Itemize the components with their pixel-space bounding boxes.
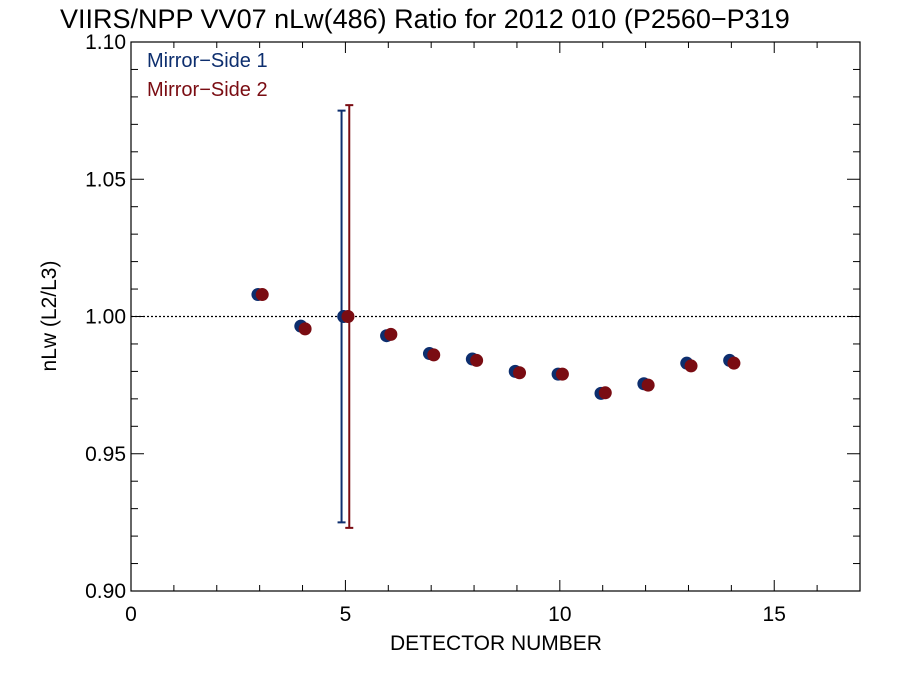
x-tick-label: 0 [125,603,137,626]
data-point [384,327,398,341]
legend-entry-mirror-side-2: Mirror−Side 2 [147,79,268,101]
data-point [641,378,655,392]
y-axis-label: nLw (L2/L3) [38,261,61,372]
data-point [427,348,441,362]
y-tick-label: 0.95 [85,443,126,466]
axis-tick-labels: 0 5 10 15 0.90 0.95 1.00 1.05 1.10 [85,31,786,626]
data-point [255,288,269,302]
x-tick-label: 10 [548,603,571,626]
chart-title: VIIRS/NPP VV07 nLw(486) Ratio for 2012 0… [60,4,790,34]
data-point [727,356,741,370]
x-tick-label: 15 [763,603,786,626]
data-point [513,366,527,380]
data-point [555,367,569,381]
y-tick-label: 1.10 [85,31,126,54]
data-point [598,386,612,400]
axis-ticks [130,41,861,592]
x-tick-label: 5 [340,603,352,626]
data-point [470,353,484,367]
y-tick-label: 0.90 [85,580,126,603]
data-point [341,310,355,323]
legend-entry-mirror-side-1: Mirror−Side 1 [147,50,268,72]
data-point [298,322,312,336]
data-points [251,288,741,400]
y-tick-label: 1.05 [85,168,126,191]
x-axis-label: DETECTOR NUMBER [390,632,602,655]
y-tick-label: 1.00 [85,306,126,329]
data-point [684,359,698,373]
